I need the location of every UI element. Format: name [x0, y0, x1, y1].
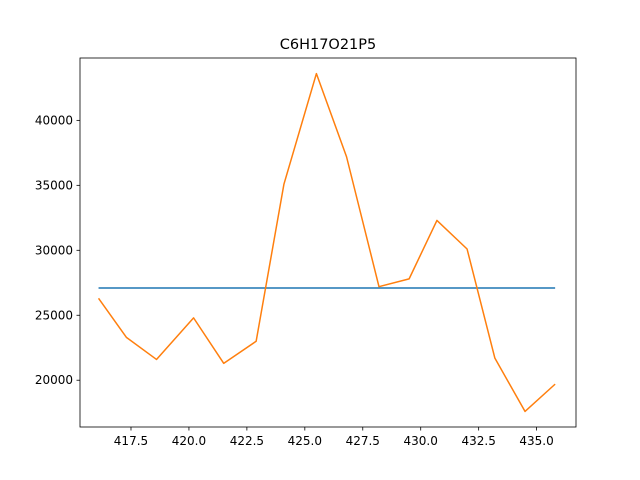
plot-lines	[97, 72, 556, 413]
x-tick-label: 422.5	[230, 434, 264, 448]
x-tick-label: 425.0	[288, 434, 322, 448]
y-tick-label: 20000	[35, 373, 73, 387]
y-tick-label: 40000	[35, 113, 73, 127]
y-tick-label: 30000	[35, 243, 73, 257]
series-line-2	[97, 72, 556, 413]
axes-frame	[79, 57, 577, 428]
x-tick-label: 432.5	[461, 434, 495, 448]
x-tick-label: 420.0	[172, 434, 206, 448]
chart-title: C6H17O21P5	[280, 37, 377, 53]
y-tick-label: 25000	[35, 308, 73, 322]
x-tick-label: 430.0	[404, 434, 438, 448]
x-tick-label: 435.0	[519, 434, 553, 448]
x-axis-ticks: 417.5 420.0 422.5 425.0 427.5 430.0 432.5 435.0	[114, 427, 554, 448]
y-axis-ticks: 20000 25000 30000 35000 40000	[35, 113, 80, 387]
x-tick-label: 417.5	[114, 434, 148, 448]
y-tick-label: 35000	[35, 178, 73, 192]
x-tick-label: 427.5	[346, 434, 380, 448]
